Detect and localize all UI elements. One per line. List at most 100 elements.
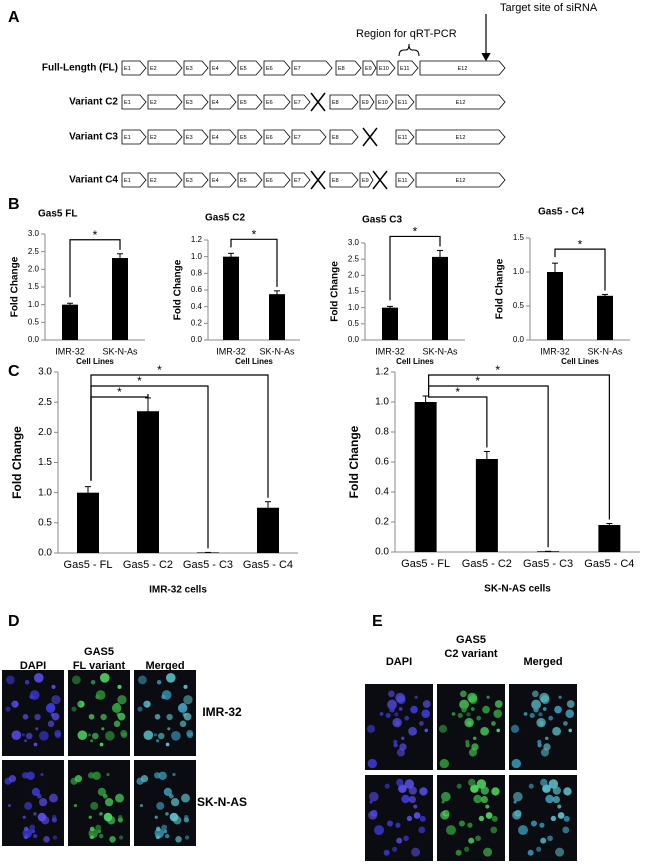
column-label: DAPI: [20, 660, 46, 672]
exon-label: E2: [150, 135, 157, 141]
cell: [455, 849, 462, 856]
bar: [223, 256, 239, 340]
cell: [536, 846, 542, 852]
cell: [566, 700, 575, 708]
panel-letter: A: [8, 9, 20, 26]
cell: [513, 800, 517, 804]
cell: [22, 713, 29, 720]
cell: [88, 815, 92, 819]
cell: [369, 791, 379, 802]
cell: [467, 692, 478, 703]
cell: [24, 680, 30, 685]
cell: [92, 771, 101, 781]
cell: [411, 847, 421, 857]
y-axis-label: Fold Change: [347, 425, 361, 498]
cell: [183, 695, 193, 705]
cell: [369, 800, 373, 804]
panel-letter: C: [8, 363, 20, 380]
row-label: Variant C4: [69, 175, 118, 186]
significance-label: *: [157, 363, 162, 377]
cell: [530, 820, 538, 827]
cell: [117, 712, 126, 721]
cell: [88, 828, 99, 838]
cell: [385, 712, 391, 719]
cell: [536, 717, 546, 728]
cell: [383, 849, 390, 856]
x-tick-label: IMR-32: [216, 346, 246, 356]
cell: [118, 835, 124, 840]
cell: [545, 736, 549, 741]
cell: [37, 812, 47, 822]
cell: [394, 712, 399, 717]
cell: [52, 835, 58, 840]
cell: [49, 793, 58, 803]
cell: [74, 775, 83, 783]
significance-bracket: [69, 239, 121, 298]
x-axis-label: Cell Lines: [235, 357, 273, 366]
cell: [421, 709, 431, 718]
cell: [444, 810, 449, 815]
cell: [183, 814, 189, 820]
deletion: [362, 127, 378, 147]
cell: [103, 812, 113, 822]
cell: [99, 742, 104, 747]
cell: [39, 730, 49, 741]
exon: [209, 129, 237, 145]
y-tick-label: 0.8: [191, 268, 203, 277]
cell: [550, 815, 557, 822]
y-tick-label: 2.5: [348, 254, 360, 263]
cell: [51, 712, 60, 721]
cell: [491, 721, 496, 726]
cell: [26, 771, 35, 781]
exon: [329, 129, 359, 145]
exon-label: E4: [212, 100, 219, 106]
cell: [386, 820, 394, 827]
cell: [562, 826, 570, 834]
cell: [100, 713, 107, 721]
y-tick-label: 1.0: [348, 303, 360, 312]
x-axis-label: Cell Lines: [76, 357, 114, 366]
cell: [73, 804, 78, 808]
cell: [396, 837, 403, 844]
cell: [441, 800, 445, 804]
exon-label: E6: [266, 66, 273, 72]
bar: [112, 258, 128, 340]
cell: [33, 812, 37, 816]
cell: [24, 835, 28, 840]
cell: [165, 812, 169, 816]
cell: [475, 835, 481, 842]
cell: [91, 732, 99, 740]
cell: [154, 713, 161, 720]
cell: [77, 701, 82, 707]
exon-label: E2: [150, 100, 157, 106]
cell: [374, 825, 385, 836]
cell: [169, 812, 179, 822]
cell: [563, 721, 568, 726]
cell: [439, 758, 449, 769]
cell: [392, 717, 402, 728]
exon-label: E11: [398, 178, 407, 184]
cell: [419, 721, 424, 726]
exon-label: E9: [362, 100, 369, 106]
cell: [542, 784, 551, 793]
column-label: Merged: [523, 656, 562, 668]
micrograph: [68, 670, 130, 756]
exon: [291, 94, 311, 110]
cell: [38, 797, 48, 807]
deletion: [310, 92, 326, 112]
y-axis-label: Fold Change: [10, 426, 24, 499]
exon-label: E11: [398, 100, 407, 106]
cell: [143, 701, 148, 707]
cell: [529, 712, 535, 719]
cell: [181, 793, 190, 803]
exon-label: E7: [294, 135, 301, 141]
exon: [237, 60, 263, 76]
y-tick-label: 1.0: [38, 487, 52, 498]
cell: [395, 822, 401, 828]
cell: [47, 720, 55, 728]
exon: [121, 129, 147, 145]
cell: [538, 712, 543, 717]
y-tick-label: 1.0: [375, 397, 389, 408]
cell: [137, 675, 147, 685]
cell: [177, 703, 188, 713]
